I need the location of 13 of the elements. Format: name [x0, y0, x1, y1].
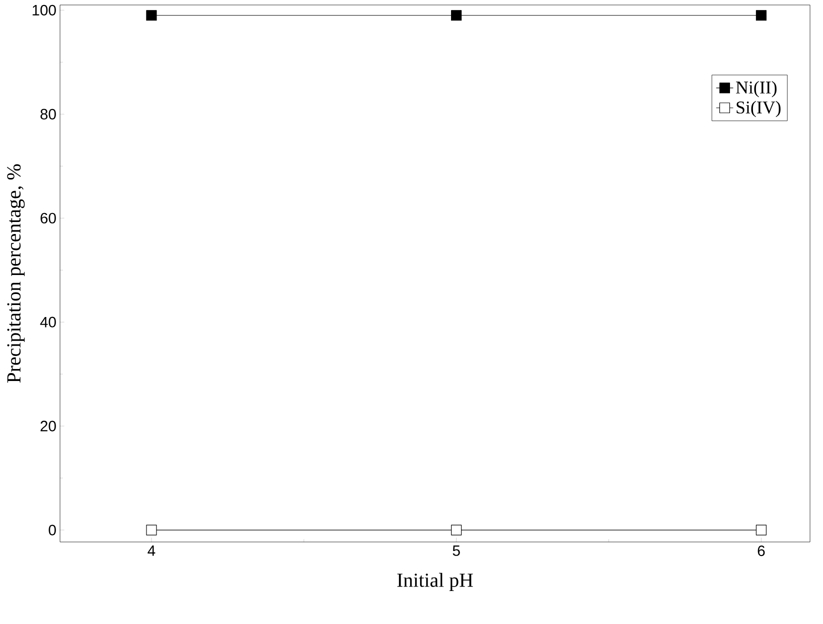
legend-label: Si(IV)	[736, 100, 781, 118]
y-tick-label: 100	[32, 4, 56, 16]
y-tick-label: 60	[40, 212, 56, 224]
x-tick-label: 5	[452, 546, 460, 556]
y-tick-label: 40	[40, 316, 56, 328]
legend-label: Ni(II)	[736, 80, 777, 98]
y-tick-label: 80	[40, 108, 56, 120]
y-axis-title: Precipitation percentage, %	[7, 164, 25, 383]
x-tick-label: 6	[758, 546, 765, 556]
x-tick-label: 4	[148, 546, 156, 556]
x-axis-title: Initial pH	[397, 572, 473, 591]
y-tick-label: 0	[48, 524, 56, 536]
y-tick-label: 20	[40, 420, 56, 432]
